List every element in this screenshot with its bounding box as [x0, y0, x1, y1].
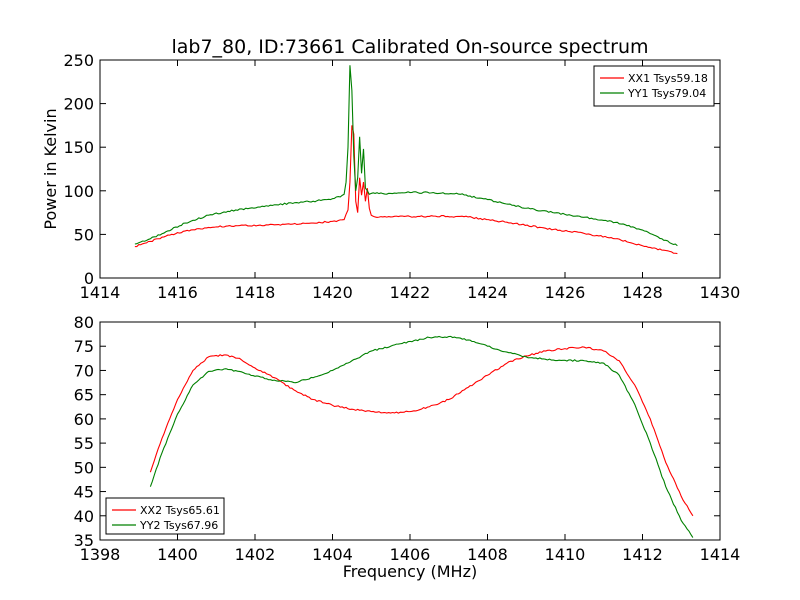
- x-tick-label: 1410: [545, 545, 586, 564]
- x-tick-label: 1418: [235, 283, 276, 302]
- series-line-1: [149, 346, 694, 517]
- y-tick-label: 35: [74, 531, 94, 550]
- y-tick-label: 75: [74, 337, 94, 356]
- legend: XX1 Tsys59.18 YY1 Tsys79.04: [593, 65, 715, 107]
- y-tick-label: 70: [74, 361, 94, 380]
- figure-title: lab7_80, ID:73661 Calibrated On-source s…: [171, 36, 648, 58]
- x-tick-label: 1420: [312, 283, 353, 302]
- y-tick-label: 40: [74, 507, 94, 526]
- y-tick-label: 65: [74, 386, 94, 405]
- x-tick-label: 1412: [622, 545, 663, 564]
- legend: XX2 Tsys65.61 YY2 Tsys67.96: [105, 497, 225, 535]
- x-tick-label: 1414: [700, 545, 741, 564]
- y-tick-label: 150: [63, 138, 94, 157]
- x-tick-label: 1402: [235, 545, 276, 564]
- bottom-spectrum-plot: 1398 1400 1402 1404 1406 1408 1410 1412 1414 35 40…: [74, 313, 741, 564]
- y-tick-label: 50: [74, 458, 94, 477]
- x-tick-label: 1428: [622, 283, 663, 302]
- legend-entry: XX1 Tsys59.18: [628, 72, 708, 85]
- x-tick-label: 1400: [157, 545, 198, 564]
- y-tick-label: 50: [74, 225, 94, 244]
- y-tick-label: 45: [74, 483, 94, 502]
- legend-entry: YY2 Tsys67.96: [139, 519, 218, 532]
- y-tick-label: 200: [63, 95, 94, 114]
- y-tick-label: 250: [63, 51, 94, 70]
- x-tick-label: 1424: [467, 283, 508, 302]
- x-tick-label: 1414: [80, 283, 121, 302]
- y-tick-label: 0: [84, 269, 94, 288]
- x-tick-label: 1422: [390, 283, 431, 302]
- legend-entry: XX2 Tsys65.61: [140, 504, 220, 517]
- x-axis-label: Frequency (MHz): [343, 562, 477, 581]
- y-axis-label: Power in Kelvin: [41, 108, 60, 229]
- y-tick-label: 80: [74, 313, 94, 332]
- y-tick-label: 100: [63, 182, 94, 201]
- series-line-1: [134, 125, 678, 255]
- x-tick-label: 1408: [467, 545, 508, 564]
- x-tick-label: 1426: [545, 283, 586, 302]
- legend-box: [105, 497, 225, 535]
- x-tick-label: 1398: [80, 545, 121, 564]
- x-tick-label: 1404: [312, 545, 353, 564]
- legend-entry: YY1 Tsys79.04: [627, 87, 706, 100]
- x-tick-label: 1416: [157, 283, 198, 302]
- top-spectrum-plot: 1414 1416 1418 1420 1422 1424 1426 1428 1430 0 50 1…: [41, 51, 740, 302]
- y-tick-label: 55: [74, 434, 94, 453]
- series-line-2: [134, 65, 678, 247]
- x-tick-label: 1430: [700, 283, 741, 302]
- legend-box: [593, 65, 715, 107]
- x-tick-label: 1406: [390, 545, 431, 564]
- y-tick-label: 60: [74, 410, 94, 429]
- series-line-2: [149, 335, 694, 538]
